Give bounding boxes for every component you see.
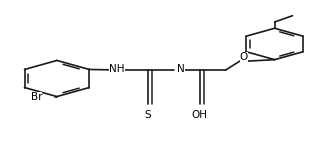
Text: NH: NH: [109, 64, 125, 74]
Text: Br: Br: [31, 92, 42, 102]
Text: N: N: [177, 64, 185, 74]
Text: OH: OH: [192, 110, 208, 120]
Text: S: S: [145, 110, 151, 120]
Text: O: O: [240, 52, 248, 62]
